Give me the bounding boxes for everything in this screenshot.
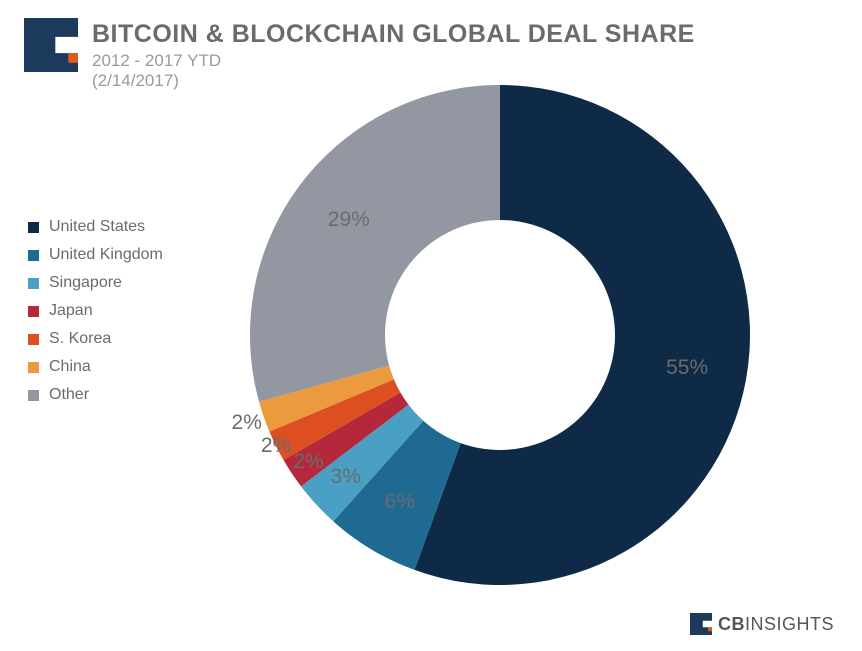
legend-swatch	[28, 278, 39, 289]
legend-swatch	[28, 250, 39, 261]
donut-svg	[245, 80, 755, 590]
legend-label: United States	[49, 218, 145, 236]
legend-item: United States	[28, 218, 163, 236]
slice-label: 2%	[261, 434, 291, 458]
legend-item: United Kingdom	[28, 246, 163, 264]
slice-label: 3%	[331, 465, 361, 489]
legend-label: Japan	[49, 302, 93, 320]
slice-label: 2%	[232, 411, 262, 435]
slice-label: 6%	[385, 490, 415, 514]
legend-item: Singapore	[28, 274, 163, 292]
chart-subtitle: 2012 - 2017 YTD	[92, 51, 695, 71]
slice-label: 2%	[293, 450, 323, 474]
slice-label: 55%	[666, 356, 708, 380]
donut-chart: 55%6%3%2%2%2%29%	[245, 80, 755, 590]
donut-slice	[250, 85, 500, 402]
legend-label: United Kingdom	[49, 246, 163, 264]
chart-title: BITCOIN & BLOCKCHAIN GLOBAL DEAL SHARE	[92, 20, 695, 49]
legend-label: S. Korea	[49, 330, 111, 348]
legend-swatch	[28, 306, 39, 317]
cb-footer-logo-icon	[690, 613, 712, 635]
footer-text: CBINSIGHTS	[718, 614, 834, 635]
legend-swatch	[28, 390, 39, 401]
legend-swatch	[28, 222, 39, 233]
legend-item: China	[28, 358, 163, 376]
legend-label: Singapore	[49, 274, 122, 292]
legend-item: Japan	[28, 302, 163, 320]
slice-label: 29%	[328, 208, 370, 232]
chart-area: United States United Kingdom Singapore Japa…	[0, 70, 862, 591]
footer-brand-bold: CB	[718, 614, 745, 634]
legend-item: Other	[28, 386, 163, 404]
cb-logo-icon	[24, 18, 78, 72]
legend-item: S. Korea	[28, 330, 163, 348]
legend-swatch	[28, 362, 39, 373]
legend: United States United Kingdom Singapore Japa…	[28, 218, 163, 414]
legend-swatch	[28, 334, 39, 345]
footer-brand: CBINSIGHTS	[690, 613, 834, 635]
footer-brand-rest: INSIGHTS	[745, 614, 834, 634]
legend-label: Other	[49, 386, 89, 404]
legend-label: China	[49, 358, 91, 376]
